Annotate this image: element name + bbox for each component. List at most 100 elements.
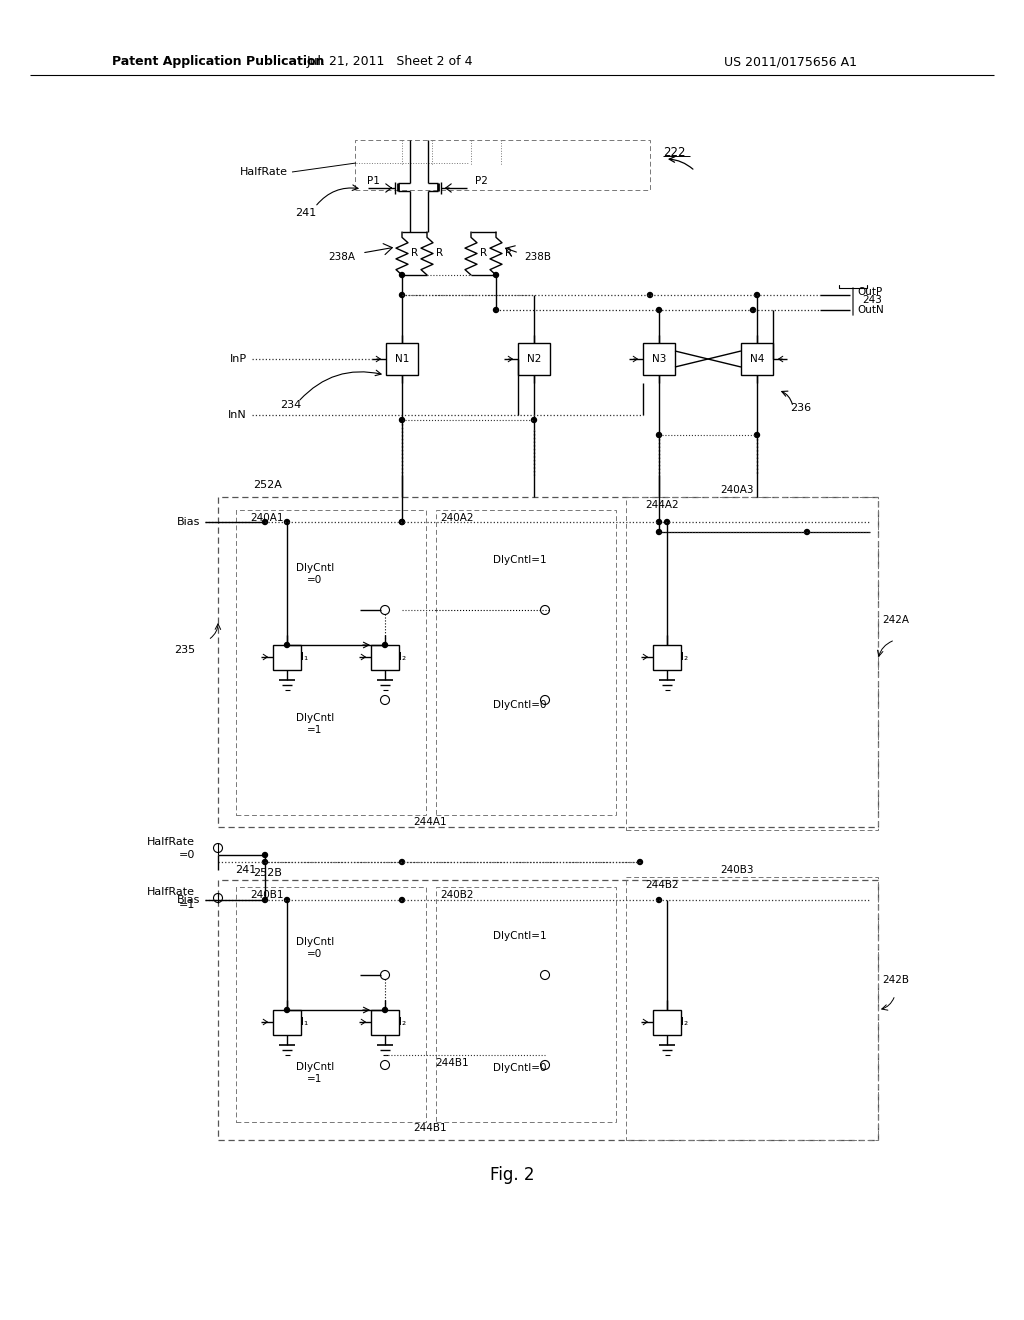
Bar [236, 510, 426, 814]
Text: I₂: I₂ [399, 652, 407, 663]
Text: =0: =0 [178, 850, 195, 861]
Text: 240A2: 240A2 [440, 513, 473, 523]
Circle shape [262, 853, 267, 858]
Bar [518, 343, 550, 375]
Circle shape [399, 859, 404, 865]
Bar [371, 645, 399, 671]
Text: R: R [505, 248, 512, 257]
Text: Fig. 2: Fig. 2 [489, 1166, 535, 1184]
Text: 238B: 238B [524, 252, 551, 261]
Circle shape [665, 520, 670, 524]
Circle shape [755, 293, 760, 297]
Bar [218, 498, 878, 828]
Bar [386, 343, 418, 375]
Text: 241: 241 [295, 209, 316, 218]
Text: DlyCntl=1: DlyCntl=1 [494, 931, 547, 941]
Text: =1: =1 [307, 1074, 323, 1084]
Text: OutP: OutP [857, 286, 883, 297]
Circle shape [285, 643, 290, 648]
Text: 244B2: 244B2 [645, 880, 679, 890]
Text: 236: 236 [790, 403, 811, 413]
Bar [436, 887, 616, 1122]
Circle shape [656, 529, 662, 535]
Text: DlyCntl=0: DlyCntl=0 [494, 700, 547, 710]
Circle shape [399, 520, 404, 524]
Circle shape [805, 529, 810, 535]
Text: Bias: Bias [176, 895, 200, 906]
Bar [643, 343, 675, 375]
Text: I₂: I₂ [399, 1016, 407, 1027]
Bar [236, 887, 426, 1122]
Text: 235: 235 [174, 645, 195, 655]
Bar [626, 498, 878, 830]
Text: N1: N1 [395, 354, 410, 364]
Text: Bias: Bias [176, 517, 200, 527]
Text: US 2011/0175656 A1: US 2011/0175656 A1 [724, 55, 856, 69]
Text: DlyCntl=1: DlyCntl=1 [494, 554, 547, 565]
Text: 242A: 242A [882, 615, 909, 624]
Text: 244B1: 244B1 [435, 1059, 469, 1068]
Text: 242B: 242B [882, 975, 909, 985]
Circle shape [399, 520, 404, 524]
Text: Jul. 21, 2011   Sheet 2 of 4: Jul. 21, 2011 Sheet 2 of 4 [307, 55, 473, 69]
Text: N4: N4 [750, 354, 764, 364]
Circle shape [262, 859, 267, 865]
Text: 234: 234 [280, 400, 301, 411]
Text: I₂: I₂ [681, 652, 688, 663]
Bar [741, 343, 773, 375]
Bar [355, 140, 650, 190]
Text: InP: InP [229, 354, 247, 364]
Text: 241: 241 [234, 865, 256, 875]
Text: DlyCntl: DlyCntl [296, 937, 334, 946]
Circle shape [383, 643, 387, 648]
Text: 244A2: 244A2 [645, 500, 679, 510]
Text: =1: =1 [307, 725, 323, 735]
Text: 240B2: 240B2 [440, 890, 473, 900]
Text: HalfRate: HalfRate [240, 168, 288, 177]
Text: =0: =0 [307, 949, 323, 960]
Text: 252B: 252B [253, 869, 282, 878]
Circle shape [399, 898, 404, 903]
Bar [273, 645, 301, 671]
Text: Patent Application Publication: Patent Application Publication [112, 55, 325, 69]
Circle shape [285, 1007, 290, 1012]
Text: N3: N3 [652, 354, 667, 364]
Circle shape [656, 898, 662, 903]
Text: 244B1: 244B1 [414, 1123, 446, 1133]
Bar [273, 1010, 301, 1035]
Circle shape [399, 272, 404, 277]
Bar [653, 1010, 681, 1035]
Circle shape [494, 272, 499, 277]
Text: OutN: OutN [857, 305, 884, 315]
Text: 222: 222 [663, 145, 685, 158]
Circle shape [656, 433, 662, 437]
Circle shape [751, 308, 756, 313]
Bar [653, 645, 681, 671]
Text: I₁: I₁ [301, 652, 308, 663]
Text: DlyCntl: DlyCntl [296, 713, 334, 723]
Text: P2: P2 [475, 176, 487, 186]
Circle shape [399, 417, 404, 422]
Text: DlyCntl: DlyCntl [296, 1063, 334, 1072]
Circle shape [494, 308, 499, 313]
Text: 240A1: 240A1 [250, 513, 284, 523]
Circle shape [656, 308, 662, 313]
Text: HalfRate: HalfRate [147, 887, 195, 898]
Text: R: R [411, 248, 418, 257]
Text: I₁: I₁ [301, 1016, 308, 1027]
Circle shape [531, 417, 537, 422]
Text: =0: =0 [307, 576, 323, 585]
Text: 240B1: 240B1 [250, 890, 284, 900]
Circle shape [285, 520, 290, 524]
Text: 252A: 252A [253, 480, 282, 490]
Circle shape [656, 520, 662, 524]
Circle shape [638, 859, 642, 865]
Text: DlyCntl: DlyCntl [296, 564, 334, 573]
Text: N2: N2 [526, 354, 542, 364]
Text: InN: InN [228, 411, 247, 420]
Circle shape [755, 433, 760, 437]
Text: R: R [480, 248, 487, 257]
Bar [436, 510, 616, 814]
Text: 238A: 238A [328, 252, 355, 261]
Text: DlyCntl=0: DlyCntl=0 [494, 1063, 547, 1073]
